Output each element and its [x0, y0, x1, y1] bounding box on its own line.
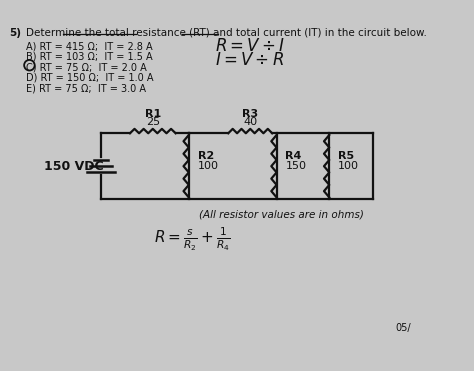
Text: 100: 100 [198, 161, 219, 171]
Text: $R = V \div I$: $R = V \div I$ [215, 39, 285, 55]
Text: D) RT = 150 Ω;  IT = 1.0 A: D) RT = 150 Ω; IT = 1.0 A [27, 73, 154, 83]
Text: (All resistor values are in ohms): (All resistor values are in ohms) [199, 210, 364, 220]
Text: 5): 5) [9, 28, 21, 38]
Text: E) RT = 75 Ω;  IT = 3.0 A: E) RT = 75 Ω; IT = 3.0 A [27, 83, 146, 93]
Text: C) RT = 75 Ω;  IT = 2.0 A: C) RT = 75 Ω; IT = 2.0 A [27, 62, 147, 72]
Text: B) RT = 103 Ω;  IT = 1.5 A: B) RT = 103 Ω; IT = 1.5 A [27, 52, 153, 62]
Text: R3: R3 [242, 109, 258, 119]
Text: R5: R5 [338, 151, 354, 161]
Text: $I = V \div R$: $I = V \div R$ [215, 52, 284, 69]
Text: A) RT = 415 Ω;  IT = 2.8 A: A) RT = 415 Ω; IT = 2.8 A [27, 41, 153, 51]
Text: 05/: 05/ [395, 322, 411, 332]
Text: Determine the total resistance (RT) and total current (IT) in the circuit below.: Determine the total resistance (RT) and … [27, 28, 427, 38]
Text: 150 VDC: 150 VDC [44, 160, 103, 173]
Text: 40: 40 [243, 117, 257, 127]
Text: 25: 25 [146, 117, 160, 127]
Text: 100: 100 [338, 161, 359, 171]
Text: $R = \frac{s}{R_2} + \frac{1}{R_4}$: $R = \frac{s}{R_2} + \frac{1}{R_4}$ [154, 226, 230, 253]
Text: 150: 150 [285, 161, 306, 171]
Text: R2: R2 [198, 151, 214, 161]
Text: R4: R4 [285, 151, 302, 161]
Text: R1: R1 [145, 109, 161, 119]
